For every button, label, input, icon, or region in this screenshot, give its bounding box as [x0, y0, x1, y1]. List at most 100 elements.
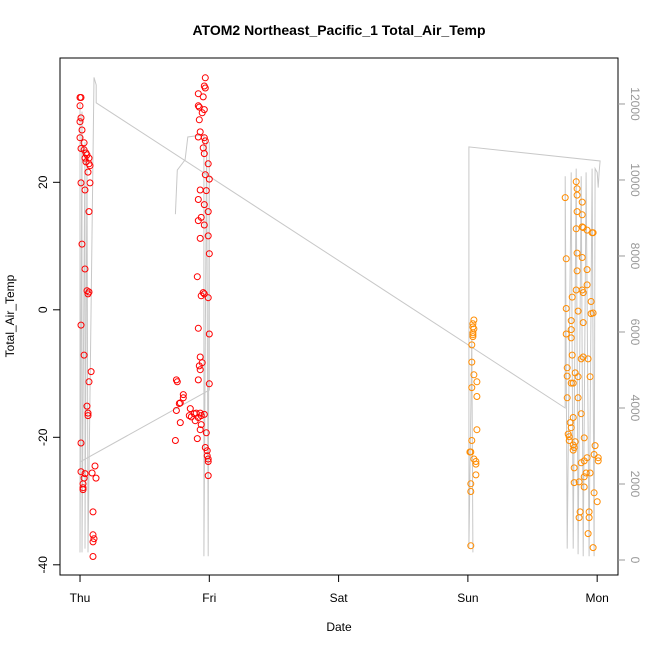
data-point	[572, 178, 580, 186]
x-tick-label: Thu	[70, 591, 91, 605]
plot-frame	[59, 57, 619, 576]
x-tick-label: Fri	[202, 591, 216, 605]
y2-tick-label: 4000	[628, 395, 642, 422]
data-point	[574, 307, 582, 315]
data-point	[584, 355, 592, 363]
data-point	[200, 201, 208, 209]
data-point	[565, 437, 573, 444]
data-point	[175, 400, 183, 407]
data-point	[194, 324, 202, 332]
y2-tick-label: 12000	[628, 87, 642, 121]
data-point	[467, 480, 475, 488]
data-point	[593, 498, 601, 506]
y2-tick-label: 6000	[628, 319, 642, 346]
data-point	[573, 267, 581, 275]
y2-tick-label: 10000	[628, 163, 642, 197]
data-point	[589, 309, 597, 317]
data-point	[470, 371, 478, 379]
data-point	[196, 353, 204, 361]
data-point	[193, 273, 201, 281]
data-point	[468, 358, 476, 366]
data-point	[194, 196, 202, 203]
data-point	[201, 137, 209, 145]
data-point	[578, 254, 586, 261]
data-point	[567, 317, 575, 325]
data-point	[590, 489, 598, 497]
data-point	[78, 240, 86, 248]
data-point	[566, 419, 574, 427]
data-point	[563, 372, 571, 380]
data-point	[569, 446, 577, 454]
x-tick-label: Mon	[585, 591, 608, 605]
data-point	[205, 175, 213, 183]
data-point	[89, 508, 97, 516]
data-point	[76, 118, 84, 126]
data-point	[473, 393, 481, 400]
data-point	[472, 471, 480, 479]
data-point	[568, 351, 576, 359]
data-point	[574, 373, 582, 381]
data-point	[574, 394, 582, 402]
data-point	[562, 255, 570, 263]
data-point	[81, 265, 89, 273]
data-point	[594, 457, 602, 465]
data-point	[575, 478, 583, 486]
x-axis-label: Date	[326, 620, 352, 634]
data-point	[468, 437, 476, 444]
data-point	[586, 469, 594, 477]
data-point	[562, 330, 570, 338]
y-tick-label: -20	[36, 428, 50, 446]
y-axis-label: Total_Air_Temp	[3, 274, 17, 357]
data-point	[594, 454, 602, 462]
data-point	[589, 229, 597, 237]
data-point	[205, 330, 213, 338]
data-point	[473, 426, 481, 434]
x-tick-label: Sun	[457, 591, 478, 605]
data-point	[569, 414, 577, 421]
data-point	[84, 168, 92, 176]
data-point	[205, 380, 213, 388]
data-point	[204, 458, 212, 465]
data-point	[173, 378, 181, 386]
data-point	[198, 359, 206, 367]
data-point	[83, 287, 91, 295]
data-point	[76, 134, 84, 142]
data-point	[575, 514, 583, 522]
data-point	[562, 305, 570, 312]
data-point	[470, 316, 478, 324]
data-point	[76, 102, 84, 110]
data-point	[563, 394, 571, 402]
data-point	[565, 433, 573, 441]
data-point	[196, 234, 204, 242]
data-point	[204, 472, 212, 480]
y-tick-label: 20	[36, 175, 50, 189]
data-point	[573, 249, 581, 257]
data-point	[573, 208, 581, 216]
data-point	[472, 458, 480, 465]
data-point	[473, 378, 481, 386]
x-tick-label: Sat	[330, 591, 349, 605]
data-point	[200, 221, 208, 229]
y2-tick-label: 8000	[628, 243, 642, 270]
data-point	[572, 286, 580, 294]
data-point	[179, 391, 187, 399]
chart-title: ATOM2 Northeast_Pacific_1 Total_Air_Temp	[192, 22, 485, 38]
data-point	[91, 462, 99, 470]
data-point	[89, 531, 97, 539]
data-point	[195, 116, 203, 124]
data-point	[569, 379, 577, 387]
line-segment	[79, 134, 210, 557]
y-tick-label: -40	[36, 556, 50, 574]
data-point	[579, 289, 587, 297]
data-point	[583, 266, 591, 274]
data-point	[85, 208, 93, 216]
data-point	[578, 223, 586, 231]
data-point	[197, 421, 205, 429]
line-segment	[79, 77, 601, 557]
data-point	[197, 213, 205, 221]
data-point	[204, 232, 212, 240]
data-point	[580, 473, 588, 481]
data-point	[572, 225, 580, 233]
data-point	[200, 410, 208, 418]
data-point	[586, 373, 594, 381]
